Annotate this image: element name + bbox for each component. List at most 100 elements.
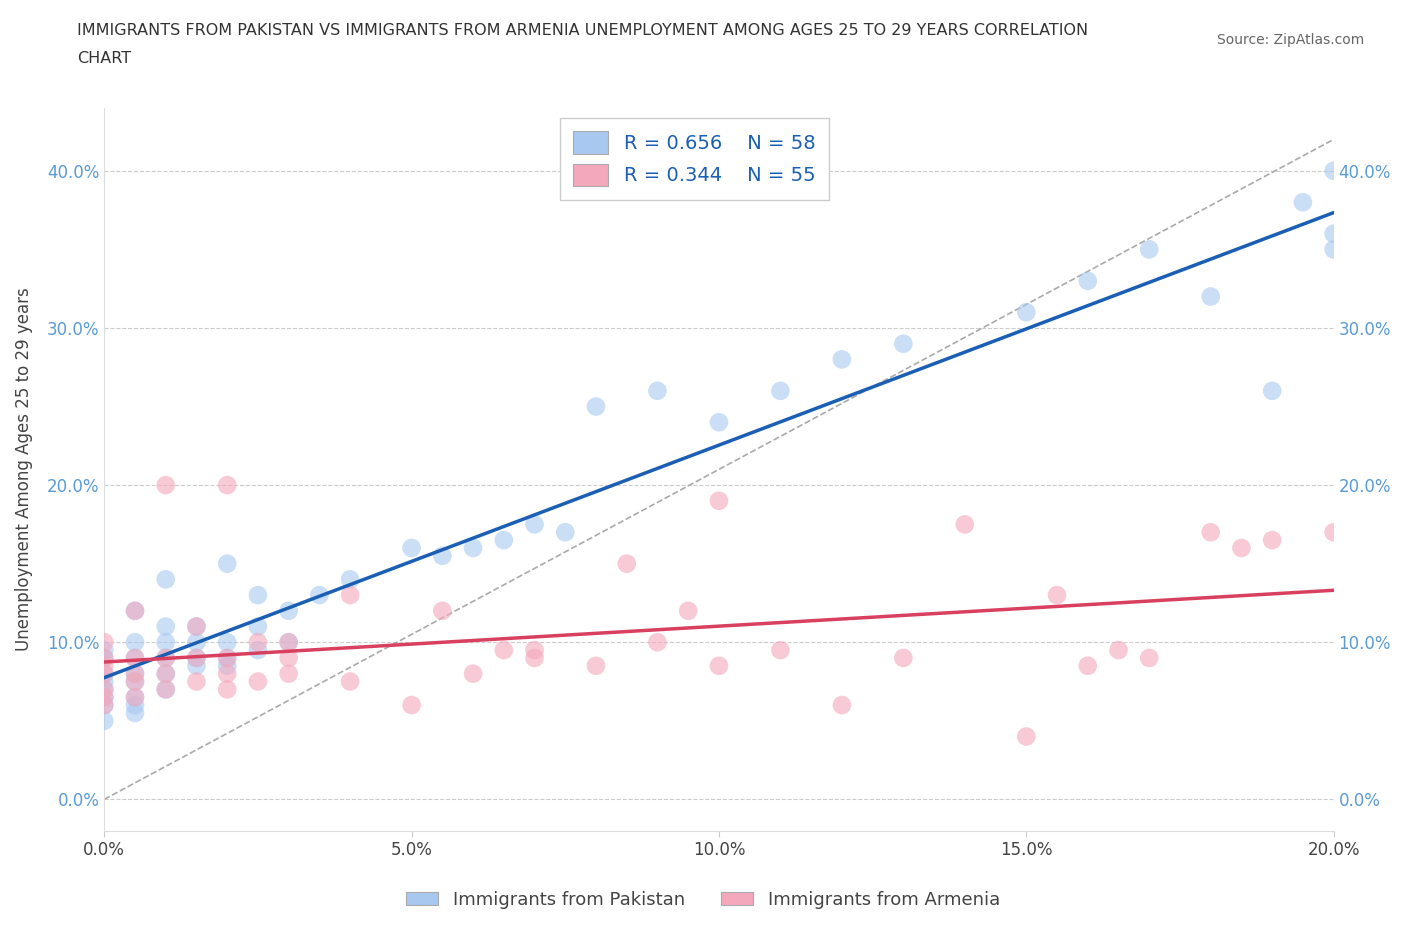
Point [217, 635, 239, 650]
Point [339, 588, 361, 603]
Text: CHART: CHART [77, 51, 131, 66]
Point [1077, 273, 1099, 288]
Point [1261, 533, 1284, 548]
Point [308, 588, 330, 603]
Point [186, 658, 208, 673]
Point [124, 690, 146, 705]
Point [891, 650, 914, 665]
Point [124, 604, 146, 618]
Point [707, 494, 730, 509]
Point [93, 666, 115, 681]
Point [186, 674, 208, 689]
Point [953, 517, 976, 532]
Point [124, 706, 146, 721]
Legend: R = 0.656    N = 58, R = 0.344    N = 55: R = 0.656 N = 58, R = 0.344 N = 55 [560, 118, 830, 200]
Text: Source: ZipAtlas.com: Source: ZipAtlas.com [1216, 33, 1364, 46]
Point [124, 604, 146, 618]
Point [769, 643, 792, 658]
Point [246, 588, 269, 603]
Point [124, 650, 146, 665]
Point [124, 674, 146, 689]
Point [124, 666, 146, 681]
Point [217, 666, 239, 681]
Point [93, 713, 115, 728]
Point [155, 682, 177, 697]
Point [647, 383, 669, 398]
Legend: Immigrants from Pakistan, Immigrants from Armenia: Immigrants from Pakistan, Immigrants fro… [398, 884, 1008, 916]
Point [523, 650, 546, 665]
Point [93, 698, 115, 712]
Point [492, 643, 515, 658]
Point [217, 556, 239, 571]
Point [246, 635, 269, 650]
Point [277, 666, 299, 681]
Point [93, 698, 115, 712]
Point [1292, 195, 1315, 210]
Point [124, 690, 146, 705]
Point [124, 674, 146, 689]
Point [186, 619, 208, 634]
Point [93, 650, 115, 665]
Point [1199, 525, 1222, 539]
Point [155, 666, 177, 681]
Point [217, 682, 239, 697]
Point [246, 619, 269, 634]
Point [93, 690, 115, 705]
Point [523, 643, 546, 658]
Point [93, 658, 115, 673]
Point [339, 674, 361, 689]
Point [217, 650, 239, 665]
Point [647, 635, 669, 650]
Point [831, 352, 853, 366]
Point [676, 604, 699, 618]
Point [155, 572, 177, 587]
Point [616, 556, 638, 571]
Point [1261, 383, 1284, 398]
Point [124, 698, 146, 712]
Point [93, 690, 115, 705]
Point [155, 478, 177, 493]
Point [585, 399, 607, 414]
Point [246, 643, 269, 658]
Point [155, 682, 177, 697]
Point [1323, 525, 1346, 539]
Point [401, 698, 423, 712]
Point [339, 572, 361, 587]
Point [1015, 305, 1038, 320]
Point [1323, 164, 1346, 179]
Point [432, 604, 454, 618]
Point [246, 674, 269, 689]
Point [1108, 643, 1130, 658]
Point [277, 650, 299, 665]
Point [93, 643, 115, 658]
Point [186, 635, 208, 650]
Y-axis label: Unemployment Among Ages 25 to 29 years: Unemployment Among Ages 25 to 29 years [15, 287, 32, 651]
Point [93, 674, 115, 689]
Point [432, 549, 454, 564]
Point [277, 604, 299, 618]
Point [186, 650, 208, 665]
Point [707, 415, 730, 430]
Point [1323, 226, 1346, 241]
Point [1137, 242, 1160, 257]
Point [124, 666, 146, 681]
Point [93, 650, 115, 665]
Point [217, 650, 239, 665]
Point [1230, 540, 1253, 555]
Point [277, 635, 299, 650]
Point [124, 635, 146, 650]
Point [155, 650, 177, 665]
Point [217, 658, 239, 673]
Point [186, 650, 208, 665]
Point [461, 540, 484, 555]
Point [155, 650, 177, 665]
Point [831, 698, 853, 712]
Point [1323, 242, 1346, 257]
Point [93, 635, 115, 650]
Point [769, 383, 792, 398]
Point [155, 619, 177, 634]
Point [461, 666, 484, 681]
Point [523, 517, 546, 532]
Point [1015, 729, 1038, 744]
Point [155, 635, 177, 650]
